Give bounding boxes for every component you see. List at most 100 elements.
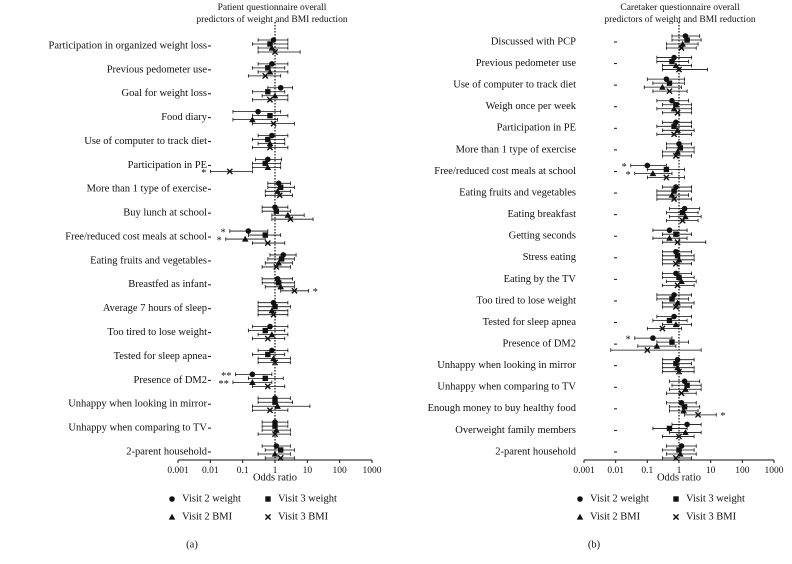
odds-ratio-marker xyxy=(274,187,281,194)
significance-mark: * xyxy=(720,411,725,422)
confidence-interval xyxy=(662,154,693,158)
row-label: Enough money to buy healthy food xyxy=(428,403,577,414)
odds-ratio-marker xyxy=(682,213,689,220)
odds-ratio-marker xyxy=(653,342,661,349)
row-label: 2-parent household xyxy=(495,446,577,457)
odds-ratio-marker xyxy=(666,234,673,241)
odds-ratio-marker xyxy=(674,127,681,133)
x-tick-label: 0.001 xyxy=(167,466,189,476)
confidence-interval xyxy=(257,70,289,74)
legend-marker xyxy=(577,496,583,502)
odds-ratio-marker xyxy=(672,454,680,462)
row-label: Eating fruits and vegetables xyxy=(90,255,207,266)
odds-ratio-marker xyxy=(262,327,268,334)
row-label: Eating fruits and vegetables xyxy=(459,187,576,198)
row-label: More than 1 type of exercise xyxy=(456,144,577,155)
chart-title: Caretaker questionnaire overall xyxy=(620,3,740,13)
odds-ratio-marker xyxy=(267,112,273,119)
legend-marker xyxy=(672,513,680,521)
row-label: Food diary xyxy=(161,112,208,123)
odds-ratio-marker xyxy=(249,116,256,123)
odds-ratio-marker xyxy=(266,407,274,414)
confidence-interval xyxy=(257,50,301,54)
odds-ratio-marker xyxy=(684,421,690,428)
x-tick-label: 10 xyxy=(303,466,313,476)
x-tick-label: 0.01 xyxy=(607,466,624,476)
odds-ratio-marker xyxy=(249,379,256,385)
panel-label: (a) xyxy=(186,539,198,550)
confidence-interval xyxy=(662,456,693,460)
odds-ratio-marker xyxy=(267,323,273,330)
odds-ratio-marker xyxy=(663,174,670,181)
odds-ratio-marker xyxy=(678,390,685,397)
odds-ratio-marker xyxy=(684,37,690,43)
odds-ratio-marker xyxy=(674,299,681,306)
row-label: Unhappy when comparing to TV xyxy=(437,382,576,393)
odds-ratio-marker xyxy=(671,131,678,138)
row-label: Buy lunch at school xyxy=(123,208,207,219)
odds-ratio-marker xyxy=(277,447,284,453)
legend-label: Visit 3 weight xyxy=(278,493,337,504)
row-label: Previous pedometer use xyxy=(476,58,577,69)
row-label: Weigh once per week xyxy=(486,101,577,112)
confidence-interval xyxy=(646,326,682,331)
row-label: Unhappy when comparing to TV xyxy=(68,423,207,434)
odds-ratio-marker xyxy=(669,296,675,302)
row-label: Tested for sleep apnea xyxy=(114,351,208,362)
odds-ratio-marker xyxy=(672,303,680,311)
legend-label: Visit 3 BMI xyxy=(278,511,329,522)
x-axis-label: Odds ratio xyxy=(253,472,297,483)
odds-ratio-marker xyxy=(271,431,279,438)
row-label: Getting seconds xyxy=(509,231,576,242)
odds-ratio-marker xyxy=(671,123,677,130)
odds-ratio-marker xyxy=(659,83,666,90)
odds-ratio-marker xyxy=(644,347,651,354)
odds-ratio-marker xyxy=(666,227,673,234)
odds-ratio-marker xyxy=(671,313,677,320)
odds-ratio-marker xyxy=(674,239,681,246)
x-tick-label: 1000 xyxy=(765,466,784,476)
row-label: Participation in PE xyxy=(128,160,207,171)
confidence-interval xyxy=(232,117,278,122)
row-label: Discussed with PCP xyxy=(491,36,576,47)
odds-ratio-marker xyxy=(270,311,277,318)
odds-ratio-marker xyxy=(676,274,682,281)
row-label: Overweight family members xyxy=(455,425,576,436)
row-label: Goal for weight loss xyxy=(122,88,207,99)
odds-ratio-marker xyxy=(275,280,282,286)
significance-mark: * xyxy=(625,170,630,181)
odds-ratio-marker xyxy=(277,454,284,462)
odds-ratio-marker xyxy=(266,68,274,75)
odds-ratio-marker xyxy=(268,307,276,314)
odds-ratio-marker xyxy=(675,368,683,375)
odds-ratio-marker xyxy=(669,58,675,65)
odds-ratio-marker xyxy=(679,209,686,216)
odds-ratio-marker xyxy=(682,429,689,436)
confidence-interval xyxy=(684,413,717,417)
odds-ratio-marker xyxy=(669,339,675,345)
legend-marker xyxy=(264,513,272,521)
odds-ratio-marker xyxy=(265,65,271,71)
odds-ratio-marker xyxy=(272,423,278,429)
legend-label: Visit 3 BMI xyxy=(686,511,737,522)
odds-ratio-marker xyxy=(674,148,681,155)
odds-ratio-marker xyxy=(666,317,673,324)
odds-ratio-marker xyxy=(278,256,285,262)
odds-ratio-marker xyxy=(672,260,680,267)
confidence-interval xyxy=(610,348,702,352)
x-tick-label: 0.01 xyxy=(202,466,219,476)
odds-ratio-marker xyxy=(674,364,681,371)
odds-ratio-marker xyxy=(262,160,268,167)
odds-ratio-marker xyxy=(273,443,280,449)
odds-ratio-marker xyxy=(265,89,271,95)
legend-label: Visit 2 weight xyxy=(590,493,649,504)
odds-ratio-marker xyxy=(679,217,686,224)
row-label: Presence of DM2 xyxy=(503,339,576,350)
row-label: Presence of DM2 xyxy=(134,375,207,386)
odds-ratio-marker xyxy=(673,360,679,367)
confidence-interval xyxy=(662,261,693,266)
significance-mark: * xyxy=(221,227,226,238)
odds-ratio-marker xyxy=(277,184,284,190)
odds-ratio-marker xyxy=(271,450,279,457)
